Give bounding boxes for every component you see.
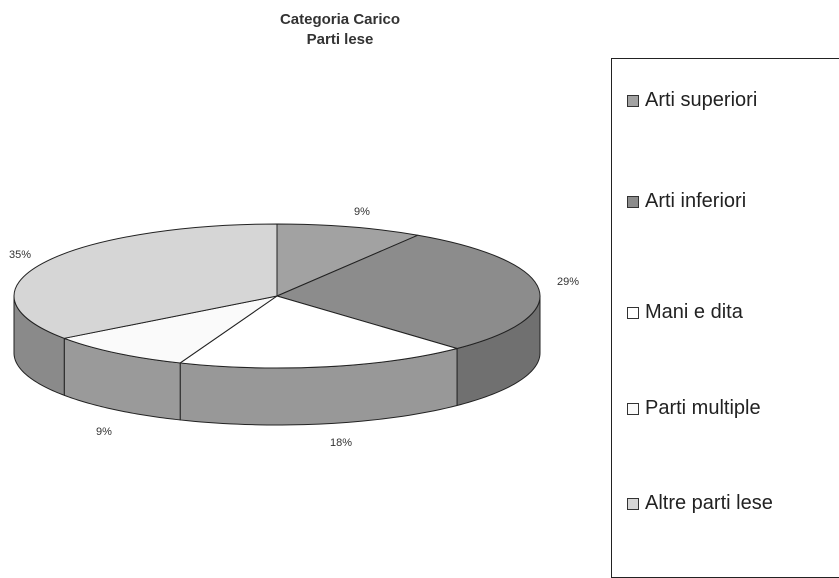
data-label-0: 9% — [354, 206, 370, 218]
pie-slice-1 — [276, 234, 541, 349]
chart-title: Categoria Carico Parti lese — [240, 10, 440, 50]
data-label-2: 18% — [330, 437, 352, 449]
legend-item: Arti superiori — [627, 89, 757, 112]
legend-label: Arti superiori — [645, 89, 758, 111]
legend-swatch — [627, 195, 639, 208]
legend-item: Parti multiple — [627, 397, 761, 420]
legend-item: Arti inferiori — [627, 190, 746, 213]
legend-label: Parti multiple — [645, 397, 761, 419]
chart-title-line-2: Parti lese — [306, 31, 374, 48]
data-label-3: 9% — [96, 426, 112, 438]
pie-slice-3 — [63, 295, 278, 364]
legend-swatch — [627, 306, 639, 319]
pie-slice-4 — [13, 223, 278, 339]
legend: Arti superiori Arti inferiori Mani e dita P… — [611, 58, 839, 578]
data-label-4: 35% — [9, 249, 31, 261]
legend-swatch — [627, 94, 639, 107]
legend-label: Arti inferiori — [645, 190, 747, 212]
legend-item: Altre parti lese — [627, 492, 773, 515]
pie-chart: 9% 29% 18% 9% 35% — [9, 206, 579, 449]
pie-slice-0 — [276, 223, 419, 297]
legend-swatch — [627, 497, 639, 510]
legend-label: Altre parti lese — [645, 492, 773, 514]
legend-item: Mani e dita — [627, 301, 743, 324]
data-label-1: 29% — [557, 276, 579, 288]
pie-slice-2 — [179, 295, 458, 369]
legend-label: Mani e dita — [645, 301, 743, 323]
legend-swatch — [627, 402, 639, 415]
chart-title-line-1: Categoria Carico — [279, 11, 401, 28]
